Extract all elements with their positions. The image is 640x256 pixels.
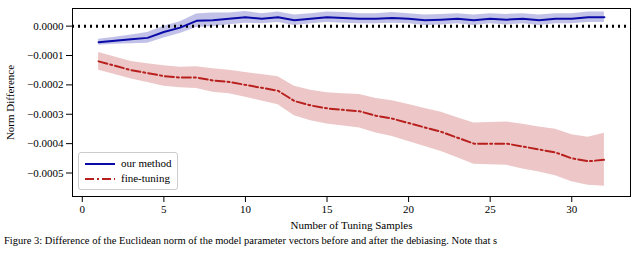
svg-text:0: 0 <box>80 203 86 215</box>
svg-text:5: 5 <box>161 203 167 215</box>
svg-text:0.0000: 0.0000 <box>33 20 64 32</box>
svg-text:−0.0004: −0.0004 <box>27 137 64 149</box>
svg-text:−0.0001: −0.0001 <box>27 49 63 61</box>
svg-text:20: 20 <box>403 203 415 215</box>
html-text:Figure 3: Difference of the Eu: Figure 3: Difference of the Euclidean no… <box>4 235 498 246</box>
html-text:our method: our method <box>121 157 172 169</box>
svg-text:30: 30 <box>566 203 578 215</box>
svg-text:10: 10 <box>240 203 252 215</box>
svg-text:−0.0005: −0.0005 <box>27 167 64 179</box>
svg-text:15: 15 <box>322 203 334 215</box>
svg-text:25: 25 <box>485 203 497 215</box>
svg-text:−0.0003: −0.0003 <box>27 108 64 120</box>
svg-text:Number of Tuning Samples: Number of Tuning Samples <box>291 219 413 231</box>
svg-text:Norm Difference: Norm Difference <box>4 65 16 140</box>
svg-text:−0.0002: −0.0002 <box>27 78 63 90</box>
html-text:fine-tuning: fine-tuning <box>121 172 170 184</box>
